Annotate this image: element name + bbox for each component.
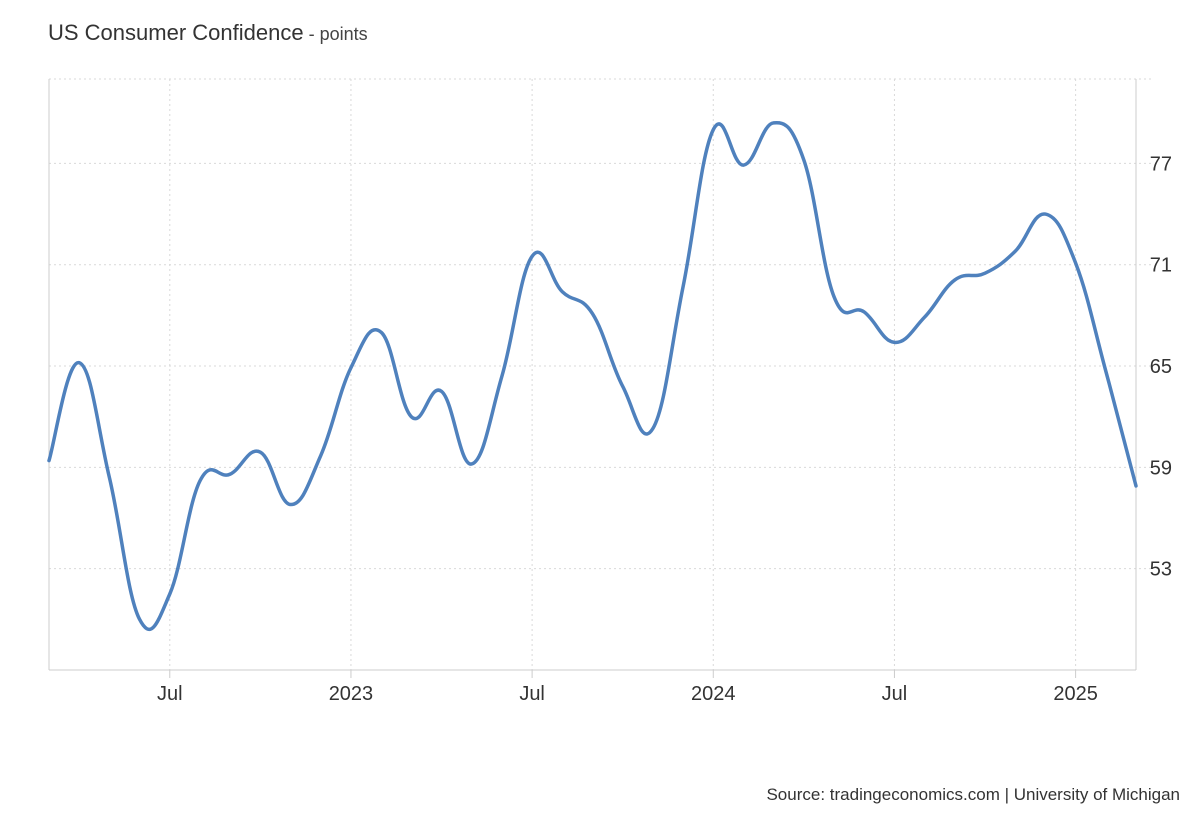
chart-unit: - points [303, 24, 368, 44]
grid [49, 78, 1154, 670]
y-tick-label: 53 [1150, 559, 1172, 581]
x-tick-label: 2024 [691, 683, 736, 705]
y-tick-label: 59 [1150, 457, 1172, 479]
y-tick-label: 65 [1150, 356, 1172, 378]
series-layer [47, 121, 1138, 632]
x-tick-label: Jul [519, 683, 545, 705]
x-tick-label: Jul [882, 683, 908, 705]
axes [48, 79, 1137, 678]
y-tick-label: 71 [1150, 255, 1172, 277]
y-tick-label: 77 [1150, 153, 1172, 175]
series-line [47, 121, 1138, 632]
tick-labels: 53 59 65 71 77 Jul 2023 Jul 2024 Jul 2025 [157, 153, 1172, 705]
source-note: Source: tradingeconomics.com | Universit… [766, 785, 1180, 804]
chart-title-text: US Consumer Confidence [48, 20, 304, 45]
x-tick-label: Jul [157, 683, 183, 705]
x-tick-label: 2025 [1053, 683, 1098, 705]
chart-title: US Consumer Confidence - points [48, 20, 368, 46]
x-tick-label: 2023 [329, 683, 374, 705]
